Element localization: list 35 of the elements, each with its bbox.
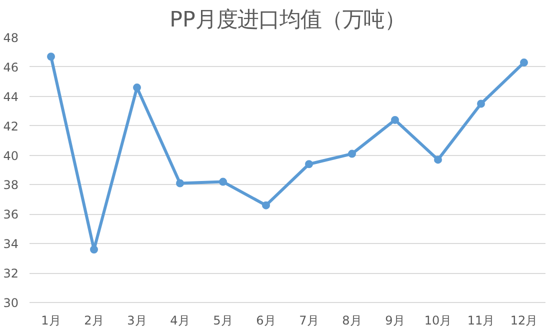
point <box>176 179 184 188</box>
x-tick-label: 5月 <box>213 314 233 328</box>
point <box>477 100 485 108</box>
point <box>219 178 227 186</box>
point <box>133 84 141 92</box>
point <box>348 150 356 158</box>
point <box>47 52 55 61</box>
point <box>391 116 399 124</box>
y-tick-label: 40 <box>3 148 19 163</box>
point <box>90 246 98 254</box>
point <box>262 201 270 210</box>
x-tick-label: 3月 <box>127 314 147 328</box>
x-tick-label: 8月 <box>342 314 362 328</box>
point <box>520 58 528 67</box>
x-tick-label: 12月 <box>510 314 538 328</box>
y-tick-label: 42 <box>3 119 19 134</box>
x-tick-label: 2月 <box>84 314 104 328</box>
y-tick-label: 34 <box>3 237 19 252</box>
y-tick-label: 48 <box>3 31 19 45</box>
chart-title: PP月度进口均值（万吨） <box>170 8 406 32</box>
x-tick-label: 9月 <box>385 314 405 328</box>
y-tick-label: 44 <box>3 90 19 104</box>
x-tick-label: 10月 <box>424 314 452 328</box>
x-tick-label: 1月 <box>41 314 61 328</box>
point <box>305 160 313 168</box>
y-tick-label: 46 <box>3 60 19 74</box>
x-tick-label: 4月 <box>170 314 190 328</box>
y-tick-label: 38 <box>3 178 19 192</box>
y-tick-label: 30 <box>3 296 19 310</box>
y-tick-label: 36 <box>3 208 19 222</box>
x-tick-label: 6月 <box>256 314 276 328</box>
y-tick-label: 32 <box>3 266 19 281</box>
point <box>434 156 442 164</box>
x-tick-label: 7月 <box>299 314 319 328</box>
x-tick-label: 11月 <box>467 314 495 328</box>
